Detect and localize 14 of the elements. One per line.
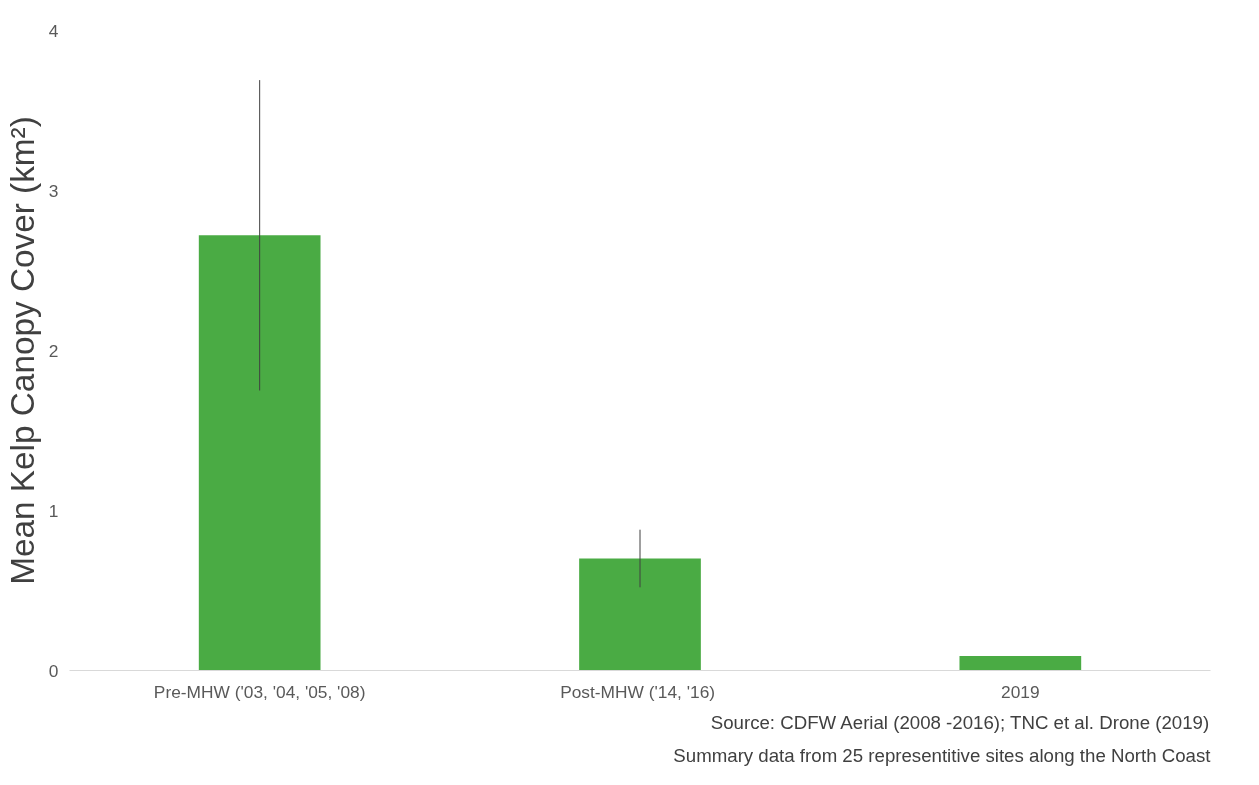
bar — [959, 656, 1082, 671]
y-tick-label: 0 — [48, 660, 59, 681]
y-tick-label: 2 — [48, 340, 59, 361]
y-tick-label: 1 — [48, 500, 59, 521]
y-tick-label: 3 — [48, 180, 59, 201]
x-tick-label: 2019 — [1001, 681, 1040, 702]
y-tick-label: 4 — [48, 20, 59, 41]
x-tick-label: Post-MHW ('14, '16) — [560, 681, 716, 702]
bar — [198, 235, 321, 671]
source-note: Source: CDFW Aerial (2008 -2016); TNC et al. Drone (2019) — [710, 711, 1210, 733]
x-tick-label: Pre-MHW ('03, '04, '05, '08) — [153, 681, 366, 702]
bar — [579, 558, 701, 671]
y-axis-title: Mean Kelp Canopy Cover (km²) — [3, 116, 41, 585]
text: Summary data from 25 representitive sites along the North Coast — [673, 744, 1212, 766]
